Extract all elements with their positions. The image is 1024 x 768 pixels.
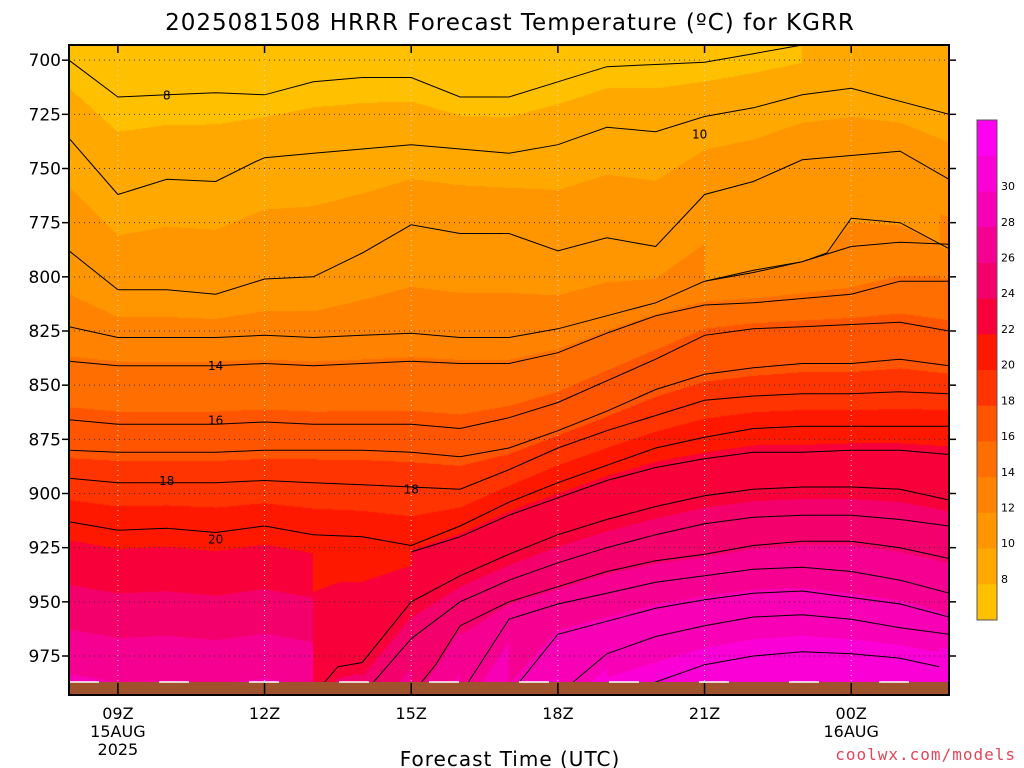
contour-label: 16 (208, 413, 223, 427)
colorbar-swatch (977, 262, 997, 300)
y-tick-label: 800 (29, 268, 61, 288)
contour-label-text: 18 (404, 483, 419, 497)
isotherm-27 (557, 614, 949, 695)
colorbar-label: 24 (1001, 287, 1015, 300)
y-tick-label: 850 (29, 376, 61, 396)
colorbar-label: 20 (1001, 359, 1015, 372)
contour-label-text: 8 (163, 88, 171, 102)
colorbar-label: 22 (1001, 323, 1015, 336)
colorbar-swatch (977, 548, 997, 585)
colorbar-swatch (977, 584, 997, 621)
isotherm-17 (69, 358, 949, 458)
colorbar-label: 28 (1001, 216, 1015, 229)
isotherm-14 (69, 280, 949, 367)
x-year-label: 2025 (98, 740, 139, 759)
isotherm-24 (410, 540, 949, 695)
x-tick-label: 15Z (396, 704, 427, 723)
colorbar-swatch (977, 370, 997, 407)
colorbar-swatch (977, 227, 997, 264)
contour-label-text: 20 (208, 533, 223, 547)
isotherm-26 (508, 590, 949, 695)
x-tick-label: 21Z (689, 704, 720, 723)
contour-label: 8 (163, 88, 171, 102)
chart-title: 2025081508 HRRR Forecast Temperature (ºC… (165, 10, 855, 36)
isotherm-20 (69, 425, 949, 547)
x-tick-label: 09Z (102, 704, 133, 723)
contour-label: 10 (692, 127, 707, 141)
axes: 70072575077580082585087590092595097509Z1… (29, 45, 956, 759)
contour-label: 18 (404, 483, 419, 497)
credit-text: coolwx.com/models (835, 745, 1016, 764)
colorbar-label: 18 (1001, 394, 1015, 407)
ground-surface (69, 682, 949, 695)
isotherm-21 (411, 449, 949, 553)
contour-label-text: 10 (692, 127, 707, 141)
contour-label: 14 (208, 359, 223, 373)
colorbar-label: 30 (1001, 180, 1015, 193)
isotherm-11 (69, 150, 949, 295)
colorbar-label: 10 (1001, 537, 1015, 550)
colorbar-swatch (977, 477, 997, 514)
y-tick-label: 875 (29, 430, 61, 450)
isotherm-10 (69, 87, 949, 196)
colorbar-swatch (977, 298, 997, 335)
colorbar-label: 26 (1001, 252, 1015, 265)
plot-area: 8 10 14 16 18 18 20 (68, 44, 950, 696)
isotherm-25 (459, 566, 949, 695)
isotherm-22 (313, 486, 949, 695)
x-date-label: 15AUG (90, 722, 145, 741)
y-tick-label: 950 (29, 593, 61, 613)
colorbar-swatch (977, 191, 997, 228)
colorbar-label: 16 (1001, 430, 1015, 443)
isotherm-18 (69, 391, 949, 490)
colorbar-swatch (977, 405, 997, 442)
colorbar-swatch (977, 155, 997, 192)
y-tick-label: 700 (29, 51, 61, 71)
isotherm-12 (704, 217, 949, 282)
y-tick-label: 900 (29, 485, 61, 505)
contour-label-text: 16 (208, 413, 223, 427)
colorbar-label: 8 (1001, 573, 1008, 586)
colorbar-label: 14 (1001, 466, 1015, 479)
x-date-label: 16AUG (824, 722, 879, 741)
y-tick-label: 975 (29, 647, 61, 667)
x-tick-label: 12Z (249, 704, 280, 723)
y-tick-label: 750 (29, 160, 61, 180)
y-tick-label: 925 (29, 539, 61, 559)
colorbar-swatch (977, 441, 997, 478)
isotherm-28 (606, 651, 940, 695)
isotherm-16 (69, 321, 949, 430)
x-tick-label: 00Z (836, 704, 867, 723)
colorbar-label: 12 (1001, 502, 1015, 515)
colorbar-swatch (977, 334, 997, 371)
y-tick-label: 725 (29, 105, 61, 125)
plot-frame (68, 44, 950, 696)
y-tick-label: 825 (29, 322, 61, 342)
y-tick-label: 775 (29, 214, 61, 234)
x-axis-label: Forecast Time (UTC) (400, 747, 621, 768)
colorbar-swatch (977, 512, 997, 550)
colorbar-frame (976, 119, 998, 621)
colorbar-swatch (977, 120, 997, 157)
contour-label: 20 (208, 533, 223, 547)
contour-label: 18 (159, 474, 174, 488)
isotherm-13 (69, 241, 949, 339)
isotherm-23 (361, 514, 949, 695)
x-tick-label: 18Z (542, 704, 573, 723)
isotherm-8 (69, 45, 803, 98)
colorbar: 8 10 12 14 16 18 20 22 24 26 28 30 (976, 119, 1015, 621)
temperature-fill (69, 45, 949, 695)
contour-label-text: 14 (208, 359, 223, 373)
isotherm-lines (69, 45, 949, 695)
contour-label-text: 18 (159, 474, 174, 488)
